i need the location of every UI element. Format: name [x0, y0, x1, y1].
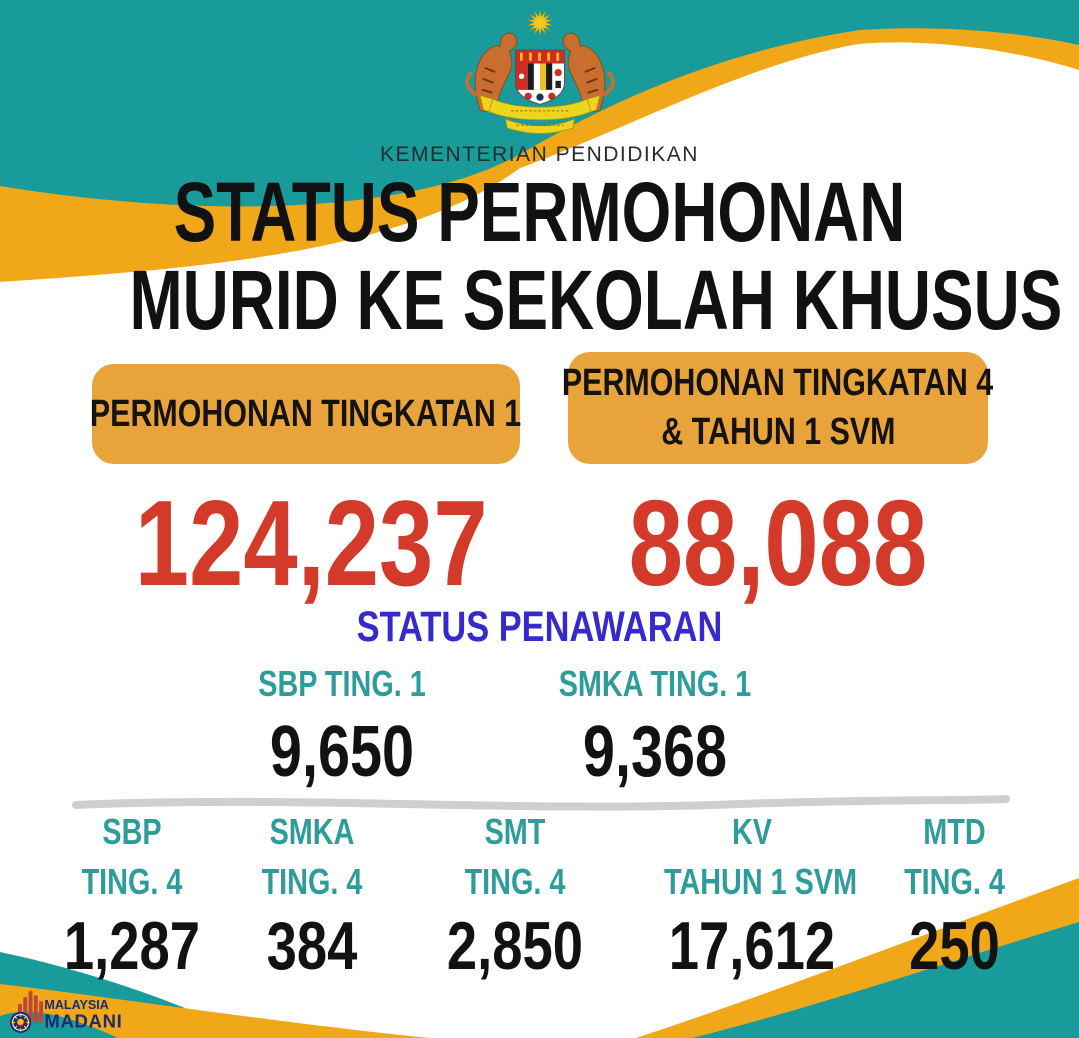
- federal-star-icon: [527, 9, 553, 36]
- offer-sbp-ting4: SBP TING. 4 1,287: [42, 811, 222, 984]
- offer-smt-ting4: SMT TING. 4 2,850: [425, 811, 605, 984]
- badge-permohonan-tingkatan-1: PERMOHONAN TINGKATAN 1: [90, 364, 522, 464]
- page-title: STATUS PERMOHONAN MURID KE SEKOLAH KHUSU…: [129, 165, 1063, 348]
- divider-line: [72, 795, 1010, 811]
- offer-school: SMKA: [269, 811, 355, 852]
- page-title-line1: STATUS PERMOHONAN: [173, 165, 906, 259]
- ministry-name: KEMENTERIAN PENDIDIKAN: [380, 143, 699, 166]
- offer-school: MTD: [923, 811, 986, 852]
- offer-level: TING. 4: [81, 861, 183, 902]
- madani-text-line2: MADANI: [44, 1011, 122, 1032]
- badge-label: PERMOHONAN TINGKATAN 1: [90, 392, 522, 435]
- offer-mtd-ting4: MTD TING. 4 250: [862, 811, 1047, 984]
- badge-permohonan-tingkatan-4: PERMOHONAN TINGKATAN 4 & TAHUN 1 SVM: [562, 352, 994, 464]
- offer-value: 9,368: [582, 712, 728, 792]
- badge-label-line2: & TAHUN 1 SVM: [660, 411, 896, 453]
- page-title-line2: MURID KE SEKOLAH KHUSUS: [129, 253, 1063, 348]
- offer-sbp-ting1: SBP TING. 1 9,650: [177, 663, 507, 792]
- malaysia-coat-of-arms: [465, 9, 615, 134]
- offer-value: 2,850: [446, 908, 584, 984]
- madani-emblem-icon: [10, 990, 44, 1033]
- offer-value: 17,612: [668, 908, 836, 984]
- shield-icon: [515, 49, 565, 105]
- ribbon-icon: [479, 94, 601, 134]
- tingkatan-1-count: 124,237: [134, 475, 488, 611]
- offer-label: SBP TING. 1: [258, 663, 426, 704]
- offer-school: SBP: [102, 811, 162, 852]
- bottom-right-teal-swoosh: [692, 922, 1079, 1038]
- offer-value: 9,650: [269, 712, 415, 792]
- bottom-left-orange-swoosh: [0, 984, 430, 1038]
- offer-school: SMT: [484, 811, 546, 852]
- offer-school: KV: [731, 811, 772, 852]
- offer-label: SMKA TING. 1: [558, 663, 752, 704]
- madani-text-line1: MALAYSIA: [44, 998, 108, 1012]
- badge-label-line1: PERMOHONAN TINGKATAN 4: [562, 362, 994, 405]
- offer-value: 250: [909, 908, 1000, 984]
- offer-level: TAHUN 1 SVM: [664, 861, 858, 902]
- offer-value: 384: [266, 908, 358, 984]
- malaysia-madani-logo: MALAYSIA MADANI: [10, 990, 122, 1033]
- offer-smka-ting4: SMKA TING. 4 384: [222, 811, 402, 984]
- offer-level: TING. 4: [261, 861, 363, 902]
- offer-smka-ting1: SMKA TING. 1 9,368: [490, 663, 820, 792]
- offer-kv-tahun1-svm: KV TAHUN 1 SVM 17,612: [642, 811, 862, 984]
- offer-value: 1,287: [63, 908, 201, 984]
- offer-level: TING. 4: [904, 861, 1005, 902]
- offers-heading: STATUS PENAWARAN: [356, 603, 723, 651]
- tingkatan-4-count: 88,088: [628, 475, 928, 611]
- offer-level: TING. 4: [464, 861, 566, 902]
